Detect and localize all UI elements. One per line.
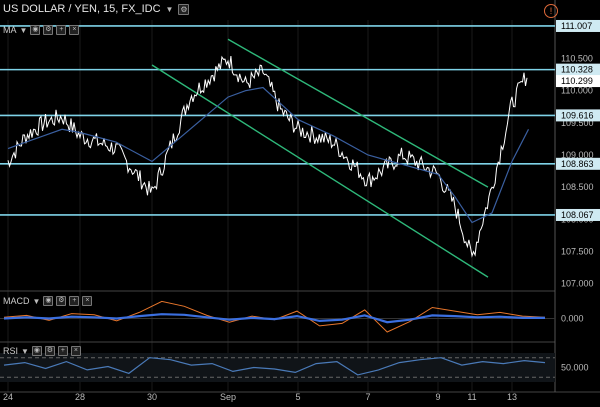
- x-tick-label: 5: [295, 392, 300, 402]
- rsi-tick-label: 50.000: [561, 363, 589, 373]
- alert-icon[interactable]: !: [544, 4, 558, 18]
- y-tick-label: 109.000: [561, 150, 594, 160]
- level-tag-bg: [556, 109, 600, 122]
- x-tick-label: 7: [365, 392, 370, 402]
- last-price-tag: 110.299: [561, 76, 593, 86]
- y-tick-label: 107.500: [561, 246, 594, 256]
- close-icon[interactable]: ×: [69, 25, 80, 35]
- level-tag: 109.616: [561, 110, 594, 120]
- x-tick-label: Sep: [220, 392, 236, 402]
- y-tick-label: 108.500: [561, 182, 594, 192]
- plus-icon[interactable]: +: [69, 296, 80, 306]
- chevron-down-icon[interactable]: ▼: [19, 25, 28, 35]
- series-group: [7, 55, 530, 258]
- symbol-title: US DOLLAR / YEN, 15, FX_IDC: [3, 3, 161, 15]
- chevron-down-icon[interactable]: ▼: [32, 296, 41, 306]
- chevron-down-icon[interactable]: ▼: [21, 346, 29, 356]
- rsi-pane: [0, 357, 555, 378]
- rsi-label: RSI: [3, 346, 19, 356]
- ma-indicator[interactable]: MA ▼ ◉ ⚙ + ×: [3, 25, 80, 35]
- y-tick-label: 107.000: [561, 279, 594, 289]
- level-tag: 108.067: [561, 210, 594, 220]
- x-tick-label: 30: [147, 392, 157, 402]
- macd-indicator[interactable]: MACD ▼ ◉ ⚙ + ×: [3, 296, 93, 306]
- rsi-line: [3, 357, 546, 376]
- x-tick-label: 28: [75, 392, 85, 402]
- chart-header: US DOLLAR / YEN, 15, FX_IDC ▼ ⚙: [3, 3, 190, 15]
- gear-icon[interactable]: ⚙: [44, 346, 55, 356]
- level-tag-bg: [556, 63, 600, 76]
- channel-lines: [151, 38, 489, 278]
- level-tag: 111.007: [561, 21, 592, 31]
- gear-icon[interactable]: ⚙: [56, 296, 67, 306]
- close-icon[interactable]: ×: [70, 346, 81, 356]
- rsi-indicator[interactable]: RSI ▼ ◉ ⚙ + ×: [3, 346, 81, 356]
- level-tag-bg: [556, 19, 600, 32]
- price-series: [7, 55, 528, 258]
- gear-icon[interactable]: ⚙: [43, 25, 54, 35]
- y-tick-label: 109.500: [561, 118, 594, 128]
- x-tick-label: 9: [435, 392, 440, 402]
- level-tag: 110.328: [561, 65, 593, 75]
- macd-signal-line: [3, 313, 545, 324]
- x-tick-label: 24: [3, 392, 13, 402]
- macd-label: MACD: [3, 296, 30, 306]
- channel-line: [227, 38, 489, 188]
- y-tick-label: 110.000: [561, 86, 593, 96]
- x-tick-label: 11: [467, 392, 476, 402]
- eye-icon[interactable]: ◉: [30, 25, 41, 35]
- macd-pane: [0, 300, 555, 333]
- plus-icon[interactable]: +: [56, 25, 67, 35]
- x-axis: 24 28 30 Sep 5 7 9 11 13: [3, 392, 517, 402]
- ma-series: [7, 86, 530, 224]
- y-tick-label: 110.500: [561, 54, 593, 64]
- macd-tick-label: 0.000: [561, 314, 584, 324]
- settings-icon[interactable]: ⚙: [178, 3, 190, 15]
- channel-line: [151, 64, 489, 278]
- grid: [0, 0, 600, 393]
- level-tag: 108.863: [561, 159, 594, 169]
- eye-icon[interactable]: ◉: [31, 346, 42, 356]
- last-price-tag-bg: [556, 75, 600, 88]
- chevron-down-icon[interactable]: ▼: [165, 4, 174, 14]
- level-tag-bg: [556, 208, 600, 221]
- horizontal-levels: [0, 25, 555, 216]
- x-tick-label: 13: [507, 392, 517, 402]
- plus-icon[interactable]: +: [57, 346, 68, 356]
- ma-label: MA: [3, 25, 17, 35]
- eye-icon[interactable]: ◉: [43, 296, 54, 306]
- close-icon[interactable]: ×: [82, 296, 93, 306]
- level-tag-bg: [556, 157, 600, 170]
- y-axis: 111.000110.500110.000109.500109.000108.5…: [556, 19, 600, 373]
